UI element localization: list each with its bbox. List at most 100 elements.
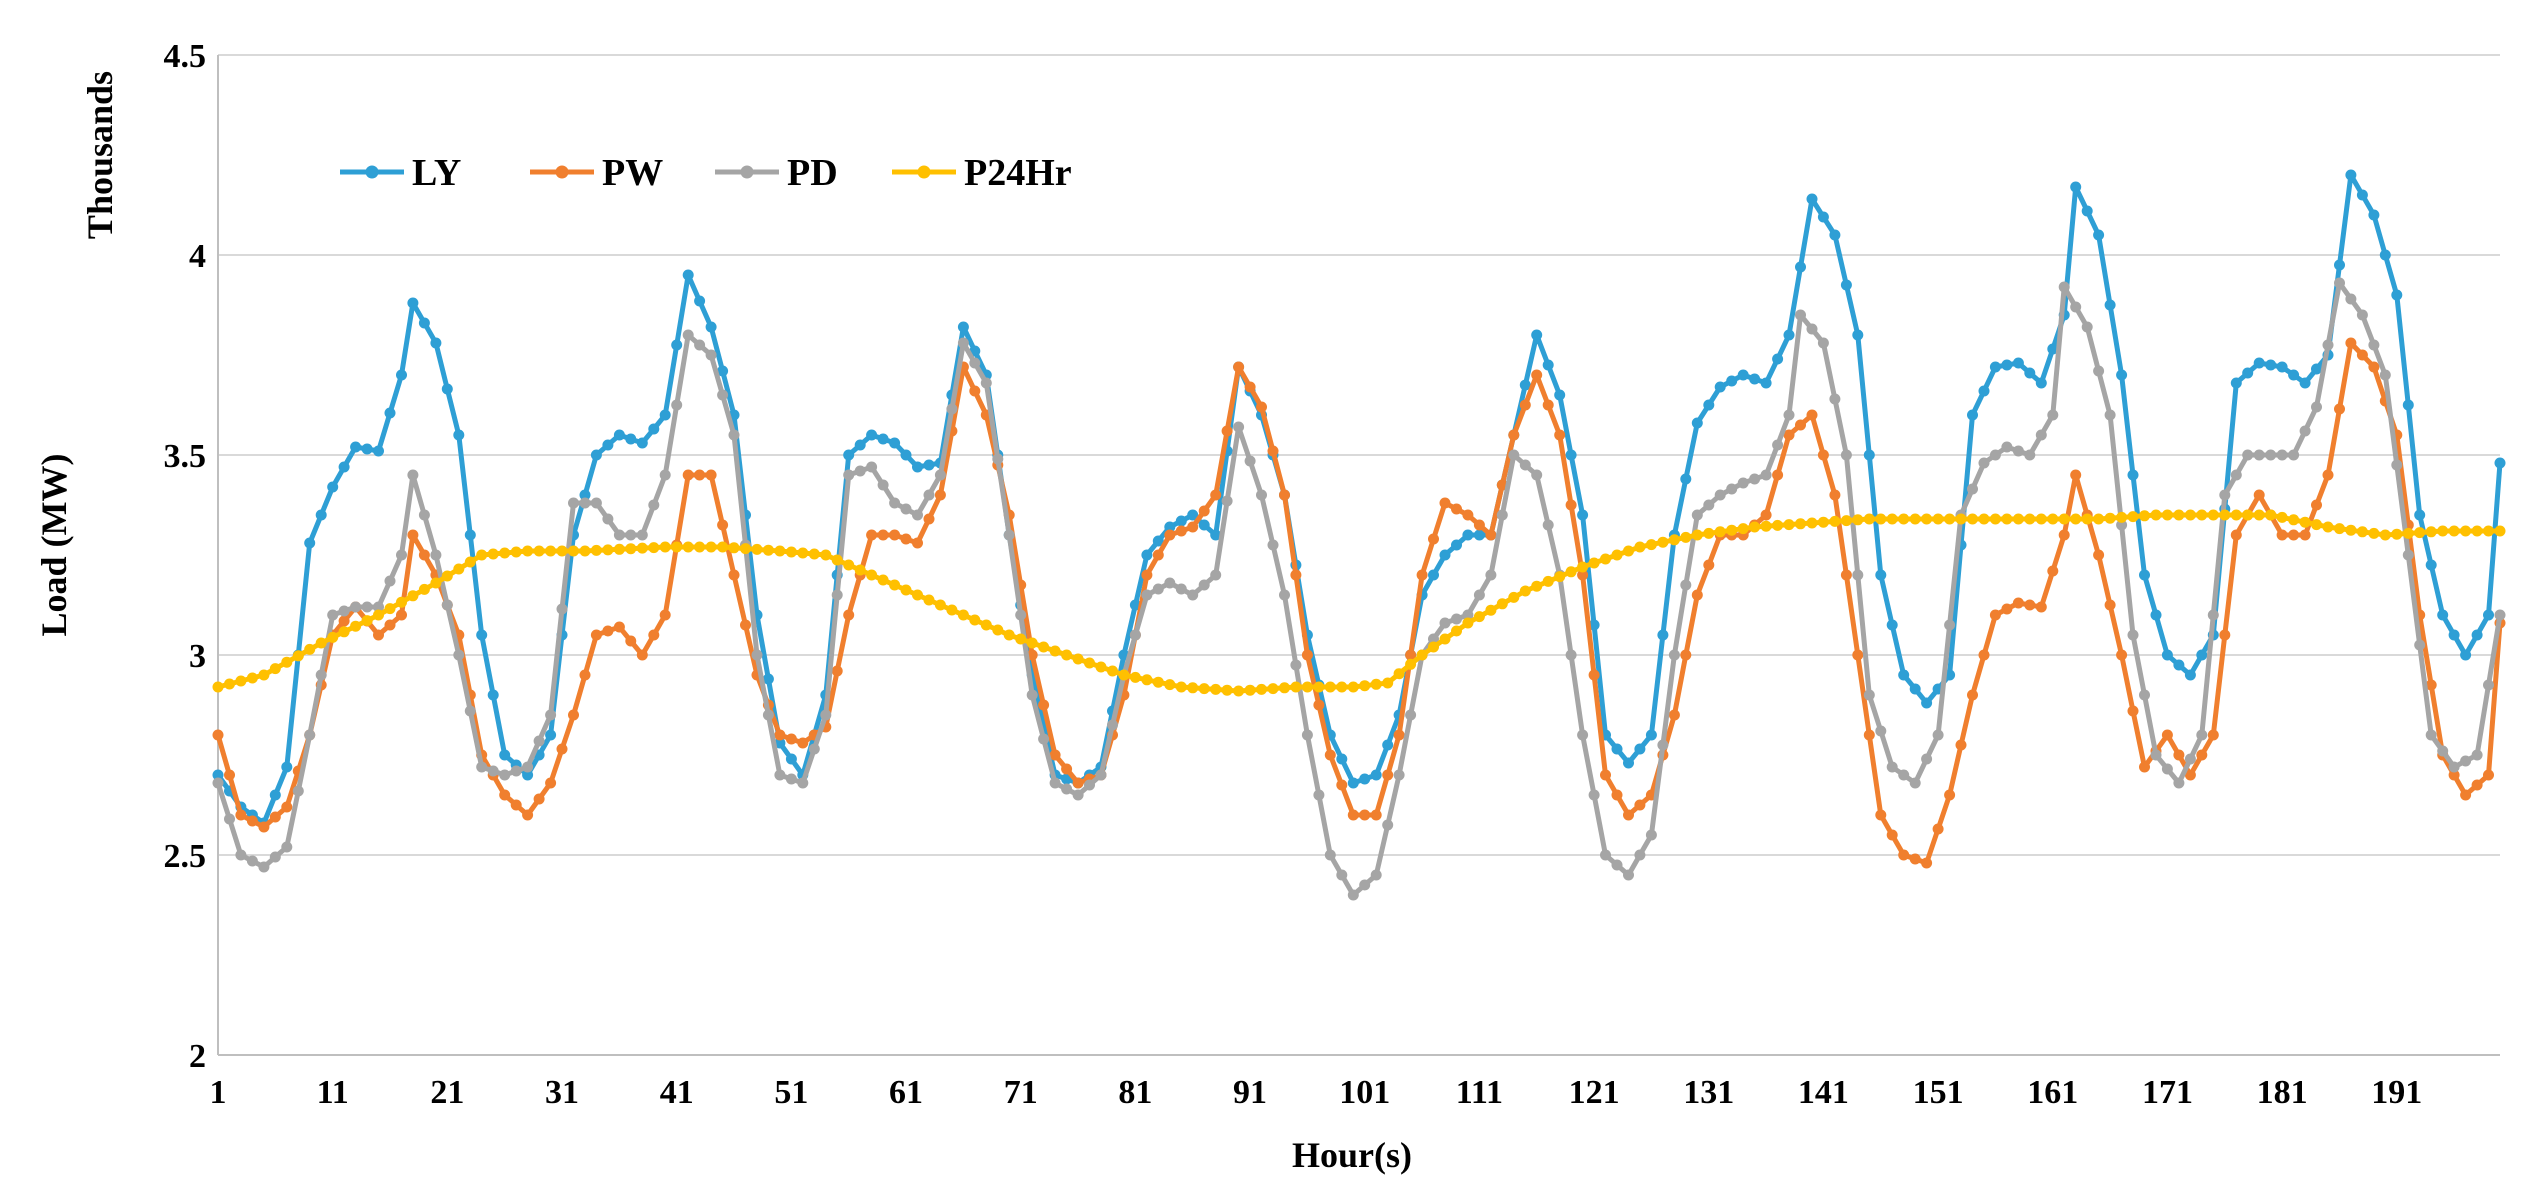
data-point-pw	[1405, 649, 1417, 661]
data-point-p24hr	[327, 631, 339, 643]
data-point-ly	[1577, 509, 1589, 521]
data-point-pw	[499, 789, 511, 801]
data-point-p24hr	[1256, 683, 1267, 695]
data-point-p24hr	[2253, 509, 2265, 521]
y-axis-title: Load (MW)	[34, 454, 74, 637]
data-point-ly	[636, 437, 648, 449]
data-point-p24hr	[1989, 513, 2001, 525]
data-point-pd	[545, 709, 557, 721]
data-point-pd	[969, 357, 981, 369]
data-point-pd	[1107, 719, 1118, 731]
data-point-pw	[1691, 589, 1703, 601]
data-point-pw	[1393, 729, 1405, 741]
axes	[217, 55, 2500, 1056]
data-point-p24hr	[292, 650, 304, 662]
data-point-p24hr	[1932, 513, 1944, 525]
data-point-pw	[384, 619, 396, 631]
data-point-pw	[2127, 705, 2139, 717]
data-point-ly	[682, 269, 694, 281]
data-point-ly	[2196, 649, 2208, 661]
data-point-ly	[2379, 249, 2391, 261]
data-point-p24hr	[2299, 516, 2311, 528]
data-point-pd	[579, 497, 591, 509]
data-point-pd	[694, 339, 706, 351]
data-point-pw	[2471, 779, 2483, 791]
data-point-pd	[1152, 583, 1164, 595]
data-point-pw	[1279, 489, 1290, 501]
data-point-p24hr	[1634, 541, 1646, 553]
data-point-pd	[1072, 789, 1084, 801]
x-tick-label: 131	[1683, 1074, 1734, 1111]
data-point-p24hr	[1898, 513, 1910, 525]
data-point-p24hr	[384, 603, 396, 615]
data-point-ly	[785, 753, 797, 765]
data-point-pd	[2024, 449, 2036, 461]
data-point-pd	[1141, 589, 1153, 601]
data-point-pd	[1473, 589, 1485, 601]
data-point-p24hr	[1393, 668, 1405, 680]
data-point-pw	[2356, 349, 2368, 361]
data-point-pd	[2184, 753, 2196, 765]
data-point-p24hr	[1198, 683, 1210, 695]
data-point-p24hr	[866, 569, 878, 581]
data-point-p24hr	[499, 547, 511, 559]
data-point-p24hr	[1301, 681, 1313, 693]
data-point-ly	[602, 439, 614, 451]
data-point-p24hr	[1405, 658, 1417, 670]
data-point-pd	[2471, 749, 2483, 761]
data-point-pw	[625, 635, 637, 647]
legend-label-pw: PW	[602, 152, 663, 194]
data-point-pd	[1875, 725, 1887, 737]
data-point-pd	[338, 605, 350, 617]
data-point-pd	[1244, 455, 1256, 467]
data-point-ly	[499, 749, 511, 761]
data-point-ly	[2081, 205, 2093, 217]
data-point-pd	[1795, 309, 1806, 321]
data-point-pw	[682, 469, 694, 481]
data-point-ly	[396, 369, 407, 381]
data-point-p24hr	[1668, 534, 1680, 546]
x-tick-label: 71	[1004, 1074, 1038, 1111]
data-point-pd	[2012, 445, 2024, 457]
data-point-ly	[613, 429, 625, 441]
data-point-pd	[1198, 579, 1210, 591]
data-point-ly	[441, 383, 453, 395]
data-point-pd	[1290, 659, 1302, 671]
data-point-pw	[1577, 569, 1589, 581]
data-point-pw	[2425, 679, 2437, 691]
data-point-pd	[499, 769, 511, 781]
data-point-pd	[1600, 849, 1611, 861]
data-point-pw	[533, 793, 545, 805]
data-point-p24hr	[694, 541, 706, 553]
data-point-pw	[1324, 749, 1336, 761]
data-point-pd	[2356, 309, 2368, 321]
data-point-ly	[2265, 359, 2277, 371]
data-point-ly	[361, 443, 373, 455]
data-point-p24hr	[1772, 519, 1784, 531]
data-point-pd	[636, 529, 648, 541]
data-point-pd	[946, 403, 958, 415]
data-point-ly	[338, 461, 350, 473]
data-point-ly	[327, 481, 339, 493]
data-point-pd	[1863, 689, 1875, 701]
data-point-p24hr	[1691, 529, 1703, 541]
data-point-pd	[751, 649, 763, 661]
data-point-pw	[246, 815, 258, 827]
data-point-ly	[717, 365, 729, 377]
data-point-ly	[2402, 399, 2414, 411]
data-point-p24hr	[2356, 526, 2368, 538]
data-point-pw	[224, 769, 235, 781]
data-point-pw	[2104, 599, 2116, 611]
data-point-pw	[258, 821, 270, 833]
data-point-pd	[304, 729, 316, 741]
data-point-p24hr	[728, 542, 740, 554]
data-point-p24hr	[1107, 665, 1118, 677]
data-point-ly	[2070, 181, 2082, 193]
data-point-pd	[2196, 729, 2208, 741]
data-point-p24hr	[1233, 685, 1245, 697]
data-point-p24hr	[1347, 681, 1359, 693]
data-point-p24hr	[1978, 513, 1990, 525]
data-point-pw	[889, 529, 901, 541]
legend-label-ly: LY	[412, 152, 461, 194]
